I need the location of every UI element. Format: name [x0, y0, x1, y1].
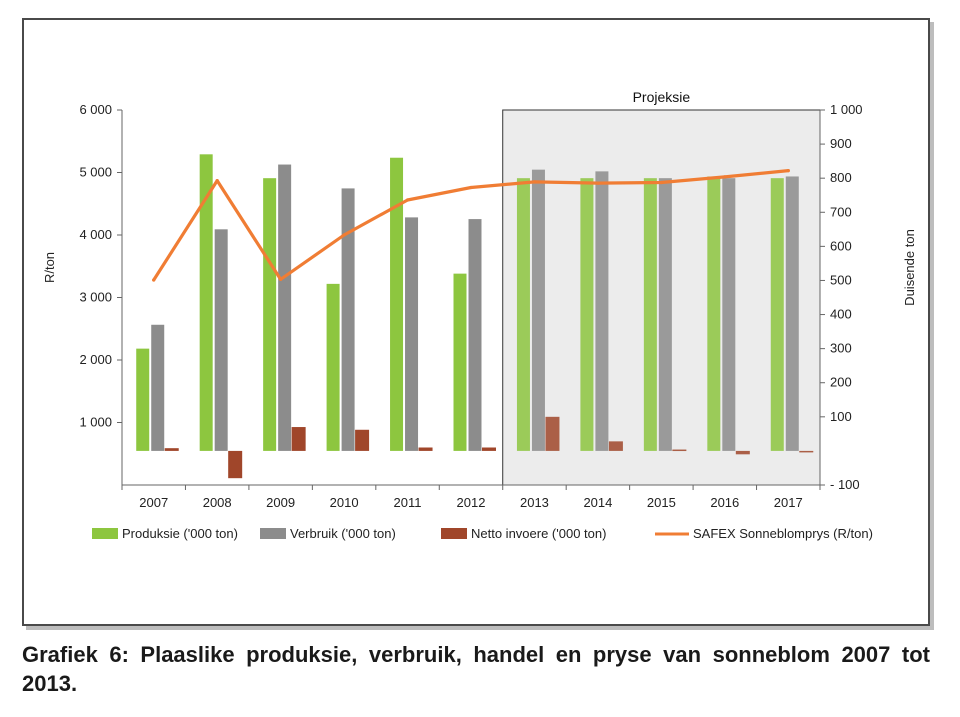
bar-netto-invoere-2016: [735, 450, 750, 455]
x-tick-label: 2007: [139, 495, 168, 510]
bar-netto-invoere-2017: [799, 450, 814, 453]
line-point-2011: [405, 198, 410, 202]
price-line-layer: [152, 169, 790, 282]
bar-verbruik-2007: [151, 324, 165, 451]
right-tick-label: 800: [830, 170, 852, 185]
bar-verbruik-2015: [658, 178, 672, 451]
line-point-2009: [279, 277, 283, 281]
left-tick-label: 3 000: [79, 290, 112, 305]
x-tick-label: 2008: [203, 495, 232, 510]
bar-netto-invoere-2011: [418, 447, 433, 451]
right-tick-label: 100: [830, 409, 852, 424]
bar-netto-invoere-2014: [608, 441, 623, 451]
x-tick-label: 2011: [394, 495, 422, 510]
bar-produksie-2017: [770, 178, 784, 451]
left-tick-label: 4 000: [79, 227, 112, 242]
x-tick-label: 2016: [710, 495, 739, 510]
bar-netto-invoere-2012: [482, 447, 496, 451]
line-point-2012: [469, 185, 473, 190]
bar-verbruik-2017: [785, 176, 799, 451]
bar-produksie-2008: [199, 154, 213, 451]
bar-produksie-2013: [516, 178, 530, 451]
chart: Projeksie 1 000 2 000 3 000 4 000 5 000 6 000…: [42, 89, 917, 541]
figure-caption: Grafiek 6: Plaaslike produksie, verbruik…: [22, 642, 930, 696]
bar-produksie-2015: [643, 178, 657, 451]
left-tick-label: 2 000: [79, 352, 112, 367]
x-tick-label: 2017: [774, 495, 803, 510]
line-point-2016: [723, 175, 727, 179]
bar-netto-invoere-2015: [672, 449, 687, 452]
legend-verbruik-label: Verbruik ('000 ton): [290, 526, 396, 541]
x-tick-label: 2010: [330, 495, 359, 510]
x-tick-label: 2014: [583, 495, 612, 510]
bar-verbruik-2013: [531, 169, 545, 451]
bar-verbruik-2008: [214, 229, 228, 451]
right-tick-label: 600: [830, 238, 852, 253]
bar-netto-invoere-2009: [291, 427, 306, 451]
right-tick-label: 900: [830, 136, 852, 151]
line-point-2008: [215, 179, 219, 183]
line-point-2013: [532, 180, 537, 184]
bar-verbruik-2016: [722, 178, 736, 451]
x-tick-label: 2009: [266, 495, 295, 510]
axes: 1 000 2 000 3 000 4 000 5 000 6 000 - 100 100 20…: [42, 102, 917, 510]
line-point-2010: [342, 233, 346, 237]
bar-netto-invoere-2013: [545, 416, 560, 451]
bars: [136, 154, 814, 479]
line-point-2015: [659, 180, 663, 185]
bar-produksie-2011: [390, 157, 404, 451]
x-tick-label: 2015: [647, 495, 676, 510]
line-point-2007: [152, 278, 156, 282]
legend: Produksie ('000 ton) Verbruik ('000 ton) N…: [92, 526, 873, 541]
line-point-2017: [786, 169, 790, 173]
bar-produksie-2007: [136, 348, 150, 451]
right-tick-label: 700: [830, 204, 852, 219]
bar-produksie-2014: [580, 178, 594, 451]
bar-netto-invoere-2010: [355, 429, 370, 451]
right-tick-label: 1 000: [830, 102, 863, 117]
bar-produksie-2009: [263, 178, 277, 451]
bar-netto-invoere-2007: [164, 448, 179, 451]
bar-produksie-2010: [326, 283, 340, 451]
left-tick-label: 5 000: [79, 165, 112, 180]
chart-frame: Projeksie 1 000 2 000 3 000 4 000 5 000 6 000…: [22, 18, 930, 626]
bar-verbruik-2009: [278, 164, 292, 451]
right-tick-label: 400: [830, 307, 852, 322]
projection-label: Projeksie: [633, 89, 691, 105]
legend-verbruik-swatch: [260, 528, 286, 539]
x-tick-label: 2012: [457, 495, 486, 510]
bar-produksie-2016: [707, 176, 721, 451]
right-tick-label: 200: [830, 375, 852, 390]
left-tick-label: 1 000: [79, 415, 112, 430]
bar-verbruik-2010: [341, 188, 355, 451]
right-axis-title: Duisende ton: [902, 229, 917, 306]
legend-safex-label: SAFEX Sonneblomprys (R/ton): [693, 526, 873, 541]
left-tick-label: 6 000: [79, 102, 112, 117]
right-tick-label: - 100: [830, 477, 860, 492]
bar-verbruik-2012: [468, 219, 482, 451]
bar-netto-invoere-2008: [228, 450, 243, 479]
bar-produksie-2012: [453, 273, 467, 451]
right-tick-label: 300: [830, 341, 852, 356]
bar-verbruik-2014: [595, 171, 609, 451]
legend-produksie-swatch: [92, 528, 118, 539]
legend-netto-invoere-label: Netto invoere ('000 ton): [471, 526, 606, 541]
legend-netto-invoere-swatch: [441, 528, 467, 539]
left-axis-title: R/ton: [42, 252, 57, 283]
right-tick-label: 500: [830, 272, 852, 287]
line-point-2014: [596, 181, 600, 185]
bar-verbruik-2011: [405, 217, 419, 451]
x-tick-label: 2013: [520, 495, 549, 510]
legend-produksie-label: Produksie ('000 ton): [122, 526, 238, 541]
